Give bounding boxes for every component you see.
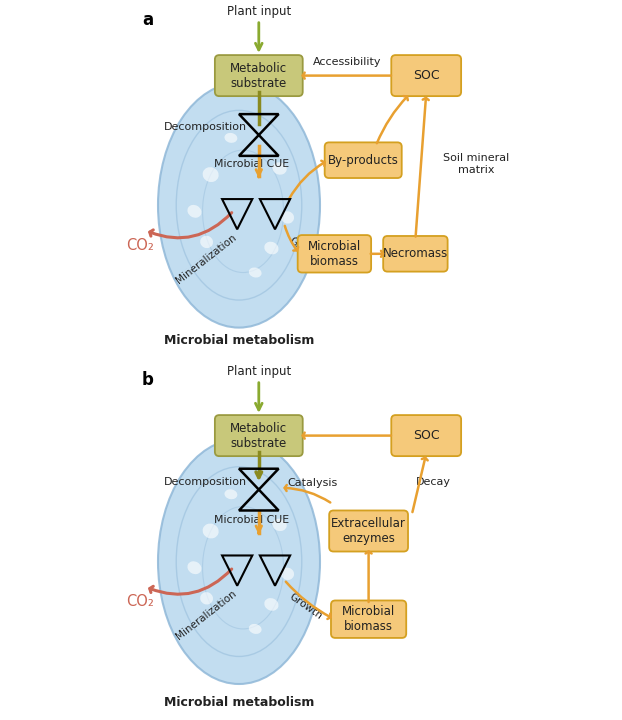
FancyBboxPatch shape [391, 415, 461, 456]
Text: Microbial CUE: Microbial CUE [214, 159, 289, 168]
Ellipse shape [158, 83, 320, 328]
Ellipse shape [249, 624, 262, 634]
Text: SOC: SOC [413, 69, 440, 82]
Ellipse shape [264, 242, 279, 254]
Ellipse shape [187, 562, 202, 574]
Text: Metabolic
substrate: Metabolic substrate [230, 422, 287, 449]
Text: Mineralization: Mineralization [175, 589, 239, 642]
Text: By-products: By-products [328, 153, 399, 167]
FancyBboxPatch shape [325, 143, 402, 178]
FancyBboxPatch shape [215, 55, 303, 96]
Text: Extracellular
enzymes: Extracellular enzymes [331, 517, 406, 545]
Text: Microbial
biomass: Microbial biomass [342, 606, 395, 633]
Text: Microbial metabolism: Microbial metabolism [164, 696, 314, 709]
Ellipse shape [158, 439, 320, 684]
Text: Metabolic
substrate: Metabolic substrate [230, 62, 287, 89]
Ellipse shape [203, 523, 219, 539]
Text: Microbial CUE: Microbial CUE [214, 516, 289, 525]
Ellipse shape [281, 211, 294, 224]
Ellipse shape [272, 518, 287, 531]
Text: Mineralization: Mineralization [175, 232, 239, 285]
Ellipse shape [272, 162, 287, 175]
Ellipse shape [264, 598, 279, 611]
Text: Plant input: Plant input [226, 5, 291, 19]
FancyBboxPatch shape [298, 235, 371, 272]
Text: Decay: Decay [416, 477, 451, 487]
Text: Microbial metabolism: Microbial metabolism [164, 334, 314, 347]
Ellipse shape [200, 592, 213, 605]
FancyBboxPatch shape [391, 55, 461, 96]
Ellipse shape [187, 205, 202, 217]
Text: a: a [142, 11, 153, 29]
Text: Accessibility: Accessibility [313, 57, 381, 67]
FancyBboxPatch shape [383, 236, 448, 271]
FancyBboxPatch shape [329, 510, 408, 552]
Text: Plant input: Plant input [226, 365, 291, 379]
Text: CO₂: CO₂ [126, 594, 154, 609]
Text: SOC: SOC [413, 429, 440, 442]
Text: Decomposition: Decomposition [164, 477, 246, 487]
Text: b: b [142, 371, 154, 389]
Text: Microbial
biomass: Microbial biomass [308, 240, 361, 268]
Ellipse shape [249, 268, 262, 277]
Text: Catalysis: Catalysis [287, 478, 338, 488]
FancyBboxPatch shape [215, 415, 303, 456]
Text: Necromass: Necromass [383, 247, 448, 261]
Text: Soil mineral
matrix: Soil mineral matrix [443, 153, 509, 174]
Ellipse shape [281, 567, 294, 580]
Ellipse shape [225, 133, 238, 143]
Text: Growth: Growth [287, 236, 324, 266]
FancyBboxPatch shape [331, 600, 406, 638]
Text: CO₂: CO₂ [126, 238, 154, 253]
Text: Decomposition: Decomposition [164, 122, 246, 132]
Text: Growth: Growth [287, 591, 324, 621]
Ellipse shape [200, 235, 213, 248]
Ellipse shape [225, 490, 238, 499]
Ellipse shape [203, 167, 219, 182]
